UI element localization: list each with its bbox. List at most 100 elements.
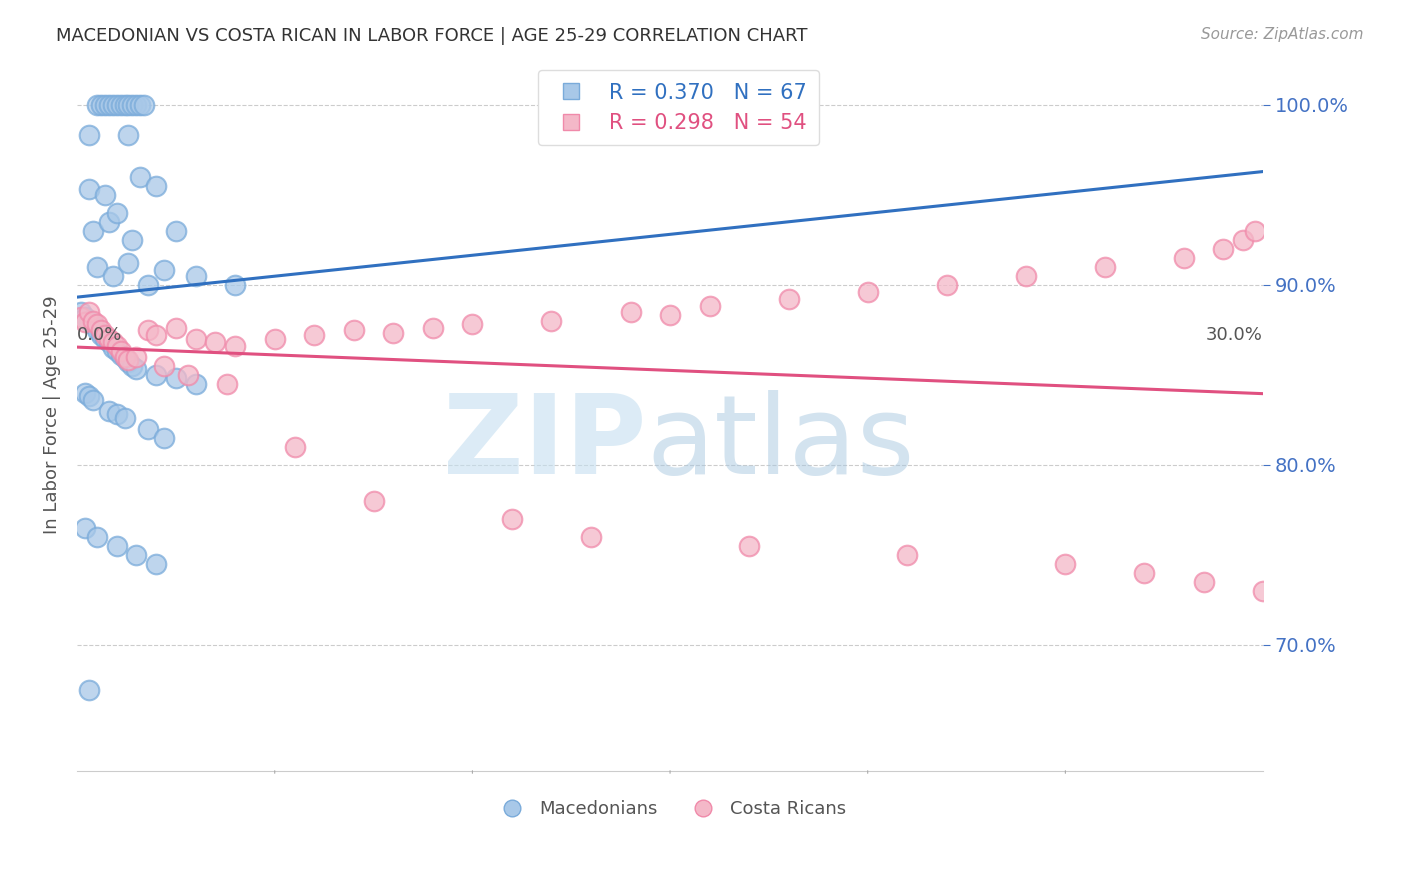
Macedonians bbox=[153, 431, 176, 445]
Macedonians bbox=[129, 169, 152, 184]
Macedonians bbox=[129, 97, 152, 112]
Macedonians bbox=[224, 277, 246, 292]
Costa Ricans bbox=[94, 328, 117, 343]
Macedonians bbox=[117, 256, 139, 270]
Macedonians bbox=[134, 97, 156, 112]
Macedonians bbox=[90, 97, 112, 112]
Macedonians bbox=[101, 97, 124, 112]
Costa Ricans bbox=[105, 339, 128, 353]
Costa Ricans bbox=[1054, 557, 1077, 571]
Macedonians bbox=[114, 351, 136, 366]
Costa Ricans bbox=[73, 315, 96, 329]
Costa Ricans bbox=[304, 328, 326, 343]
Costa Ricans bbox=[263, 332, 285, 346]
Macedonians bbox=[121, 233, 143, 247]
Macedonians bbox=[105, 344, 128, 359]
Macedonians bbox=[145, 368, 167, 382]
Macedonians bbox=[165, 224, 187, 238]
Costa Ricans bbox=[422, 321, 444, 335]
Macedonians bbox=[97, 403, 120, 417]
Macedonians bbox=[117, 128, 139, 143]
Macedonians bbox=[77, 389, 100, 403]
Costa Ricans bbox=[153, 359, 176, 373]
Costa Ricans bbox=[114, 350, 136, 364]
Macedonians bbox=[94, 187, 117, 202]
Macedonians bbox=[77, 128, 100, 143]
Text: Source: ZipAtlas.com: Source: ZipAtlas.com bbox=[1201, 27, 1364, 42]
Macedonians bbox=[77, 313, 100, 327]
Costa Ricans bbox=[1244, 224, 1267, 238]
Macedonians bbox=[82, 224, 104, 238]
Costa Ricans bbox=[856, 285, 879, 299]
Macedonians bbox=[97, 214, 120, 228]
Text: MACEDONIAN VS COSTA RICAN IN LABOR FORCE | AGE 25-29 CORRELATION CHART: MACEDONIAN VS COSTA RICAN IN LABOR FORCE… bbox=[56, 27, 807, 45]
Macedonians bbox=[153, 263, 176, 277]
Costa Ricans bbox=[86, 317, 108, 331]
Macedonians bbox=[90, 328, 112, 343]
Costa Ricans bbox=[1015, 268, 1038, 283]
Macedonians bbox=[105, 539, 128, 553]
Costa Ricans bbox=[738, 539, 761, 553]
Macedonians bbox=[101, 268, 124, 283]
Macedonians bbox=[117, 97, 139, 112]
Costa Ricans bbox=[77, 304, 100, 318]
Macedonians bbox=[73, 385, 96, 400]
Macedonians bbox=[77, 182, 100, 196]
Macedonians bbox=[94, 97, 117, 112]
Costa Ricans bbox=[1251, 583, 1274, 598]
Costa Ricans bbox=[382, 326, 405, 341]
Text: atlas: atlas bbox=[647, 390, 915, 497]
Costa Ricans bbox=[699, 299, 721, 313]
Costa Ricans bbox=[1094, 260, 1116, 274]
Macedonians bbox=[114, 410, 136, 425]
Costa Ricans bbox=[461, 317, 484, 331]
Macedonians bbox=[117, 355, 139, 369]
Macedonians bbox=[125, 97, 148, 112]
Macedonians bbox=[105, 407, 128, 421]
Macedonians bbox=[70, 304, 93, 318]
Macedonians bbox=[110, 348, 132, 362]
Macedonians bbox=[73, 310, 96, 324]
Costa Ricans bbox=[110, 344, 132, 359]
Costa Ricans bbox=[204, 335, 226, 350]
Macedonians bbox=[94, 332, 117, 346]
Macedonians bbox=[73, 521, 96, 535]
Y-axis label: In Labor Force | Age 25-29: In Labor Force | Age 25-29 bbox=[44, 296, 60, 534]
Costa Ricans bbox=[165, 321, 187, 335]
Costa Ricans bbox=[343, 323, 366, 337]
Macedonians bbox=[97, 335, 120, 350]
Costa Ricans bbox=[90, 323, 112, 337]
Costa Ricans bbox=[70, 310, 93, 324]
Macedonians bbox=[77, 682, 100, 697]
Macedonians bbox=[165, 371, 187, 385]
Macedonians bbox=[97, 97, 120, 112]
Macedonians bbox=[121, 97, 143, 112]
Costa Ricans bbox=[540, 313, 562, 327]
Macedonians bbox=[145, 557, 167, 571]
Costa Ricans bbox=[363, 493, 385, 508]
Costa Ricans bbox=[501, 511, 523, 525]
Macedonians bbox=[82, 317, 104, 331]
Legend: Macedonians, Costa Ricans: Macedonians, Costa Ricans bbox=[486, 793, 853, 826]
Macedonians bbox=[105, 205, 128, 219]
Macedonians bbox=[184, 376, 207, 391]
Macedonians bbox=[136, 422, 159, 436]
Costa Ricans bbox=[1173, 251, 1195, 265]
Macedonians bbox=[114, 97, 136, 112]
Macedonians bbox=[86, 260, 108, 274]
Text: 0.0%: 0.0% bbox=[77, 326, 122, 344]
Costa Ricans bbox=[1232, 233, 1254, 247]
Macedonians bbox=[86, 530, 108, 544]
Text: 30.0%: 30.0% bbox=[1206, 326, 1263, 344]
Costa Ricans bbox=[101, 335, 124, 350]
Macedonians bbox=[82, 392, 104, 407]
Costa Ricans bbox=[217, 376, 239, 391]
Macedonians bbox=[110, 97, 132, 112]
Macedonians bbox=[101, 341, 124, 355]
Costa Ricans bbox=[619, 304, 641, 318]
Text: ZIP: ZIP bbox=[443, 390, 647, 497]
Macedonians bbox=[125, 362, 148, 376]
Costa Ricans bbox=[125, 350, 148, 364]
Macedonians bbox=[136, 277, 159, 292]
Costa Ricans bbox=[896, 548, 918, 562]
